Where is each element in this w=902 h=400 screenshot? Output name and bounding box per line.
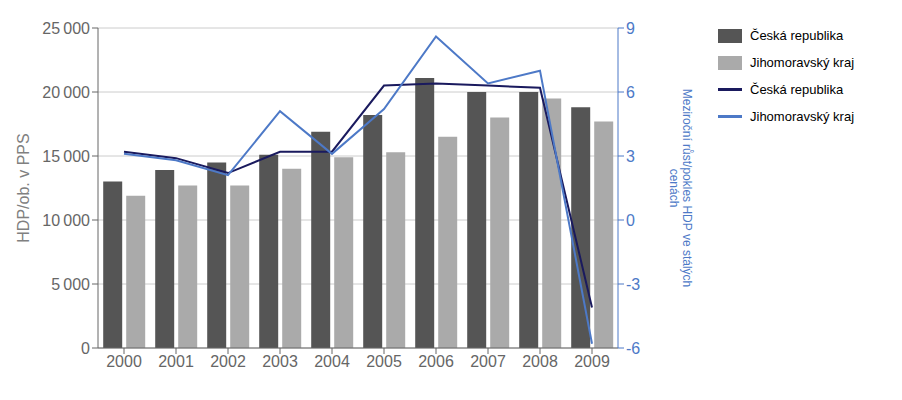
svg-text:Meziroční růst/pokles HDP ve s: Meziroční růst/pokles HDP ve stálýchcená… [667,89,694,288]
html-text:Česká republika: Česká republika [750,28,844,43]
svg-text:2009: 2009 [574,353,610,370]
svg-text:0: 0 [81,340,90,357]
svg-text:-3: -3 [626,276,640,293]
html-text:Jihomoravský kraj: Jihomoravský kraj [750,55,854,70]
html-text:Česká republika: Česká republika [750,82,844,97]
svg-text:HDP/ob. v PPS: HDP/ob. v PPS [15,133,32,242]
svg-text:5 000: 5 000 [51,276,90,293]
svg-text:2001: 2001 [158,353,194,370]
html-text:Jihomoravský kraj: Jihomoravský kraj [750,109,854,124]
svg-text:2000: 2000 [106,353,142,370]
svg-text:6: 6 [626,84,635,101]
svg-text:2003: 2003 [262,353,298,370]
svg-text:-6: -6 [626,340,640,357]
svg-text:0: 0 [626,212,635,229]
svg-text:2008: 2008 [522,353,558,370]
svg-text:9: 9 [626,20,635,37]
svg-text:3: 3 [626,148,635,165]
svg-text:25 000: 25 000 [42,20,90,37]
svg-text:2005: 2005 [366,353,402,370]
svg-text:2002: 2002 [210,353,246,370]
svg-text:10 000: 10 000 [42,212,90,229]
svg-text:20 000: 20 000 [42,84,90,101]
svg-text:15 000: 15 000 [42,148,90,165]
svg-text:2007: 2007 [470,353,506,370]
svg-text:2004: 2004 [314,353,350,370]
svg-text:2006: 2006 [418,353,454,370]
